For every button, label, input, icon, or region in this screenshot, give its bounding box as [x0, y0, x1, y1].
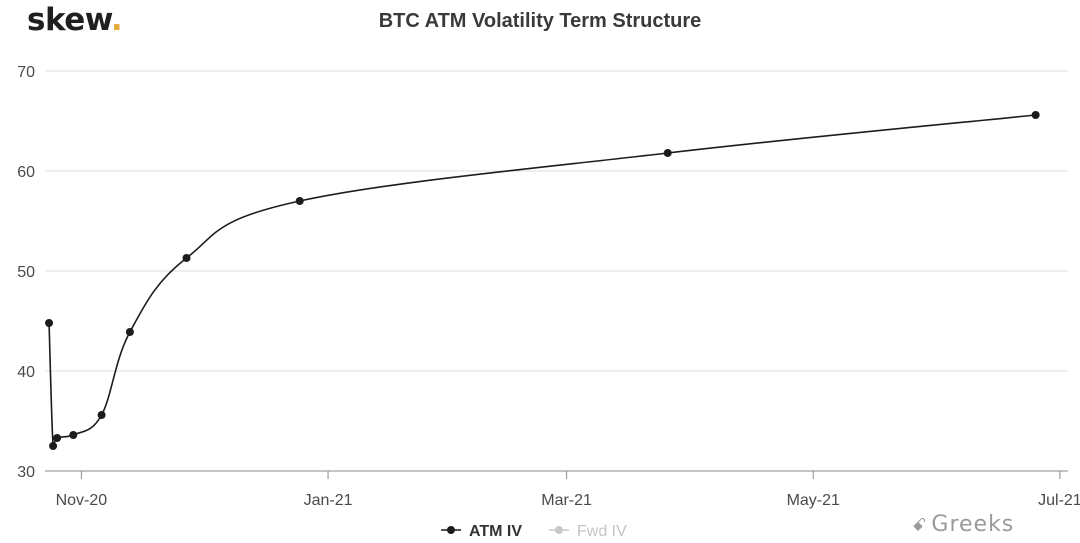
x-tick-label-Nov-20: Nov-20: [56, 492, 108, 509]
data-point-atm-iv-2: [53, 434, 62, 442]
x-tick-label-Mar-21: Mar-21: [541, 492, 592, 509]
x-tick-label-May-21: May-21: [787, 492, 840, 509]
data-point-atm-iv-9: [1031, 111, 1040, 119]
logo-text: skew: [27, 2, 111, 38]
y-tick-label-60: 60: [17, 164, 35, 181]
y-tick-label-70: 70: [17, 64, 35, 81]
series-line-atm-iv: [48, 114, 1036, 447]
legend-item-fwd-iv[interactable]: Fwd IV: [549, 523, 627, 540]
data-point-atm-iv-8: [663, 149, 672, 157]
axes: 30 40 50 60 70 Nov-20 Jan-21 Mar-21 May-21 Jul-21: [17, 64, 1080, 509]
x-tick-label-Jan-21: Jan-21: [304, 492, 353, 509]
watermark: ꗃ Greeks: [912, 512, 1014, 537]
legend-label-0: ATM IV: [469, 523, 522, 540]
data-point-atm-iv-6: [182, 254, 191, 262]
x-tick-label-Jul-21: Jul-21: [1038, 492, 1080, 509]
data-point-atm-iv-7: [295, 197, 304, 205]
data-point-atm-iv-0: [45, 319, 54, 327]
chart-title: BTC ATM Volatility Term Structure: [378, 10, 702, 32]
y-tick-label-50: 50: [17, 264, 35, 281]
skew-logo: skew.: [27, 2, 123, 38]
series: [45, 111, 1040, 450]
legend-marker-0: [447, 526, 455, 534]
logo-dot: .: [110, 2, 123, 38]
legend[interactable]: ATM IV Fwd IV: [441, 523, 627, 540]
legend-marker-1: [555, 526, 563, 534]
legend-item-atm-iv[interactable]: ATM IV: [441, 523, 522, 540]
data-point-atm-iv-4: [97, 411, 106, 419]
y-tick-label-30: 30: [17, 464, 35, 481]
gridlines: [45, 70, 1068, 372]
data-point-atm-iv-5: [125, 328, 134, 336]
y-tick-label-40: 40: [17, 364, 35, 381]
data-point-atm-iv-3: [69, 431, 78, 439]
wechat-icon: ꗃ: [912, 515, 928, 536]
watermark-text: Greeks: [931, 512, 1015, 537]
data-point-atm-iv-1: [49, 442, 58, 450]
legend-label-1: Fwd IV: [577, 523, 627, 540]
